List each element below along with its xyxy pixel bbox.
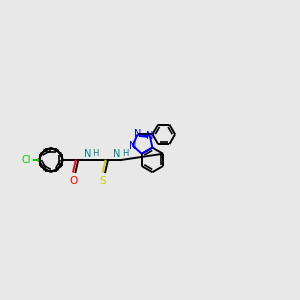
Text: H: H [122,148,128,158]
Text: N: N [113,149,121,159]
Text: O: O [69,176,77,186]
Text: N: N [84,149,91,159]
Text: N: N [134,129,141,139]
Text: H: H [92,148,99,158]
Text: S: S [100,176,106,186]
Text: Cl: Cl [21,155,31,165]
Text: N: N [146,130,154,141]
Text: N: N [129,140,136,151]
